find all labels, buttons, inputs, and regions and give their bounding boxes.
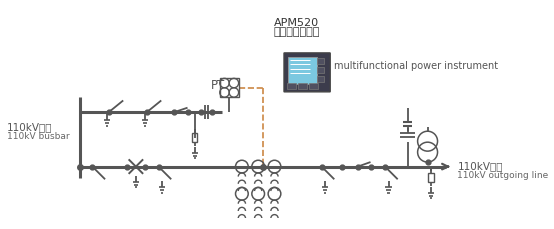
Bar — [428, 173, 434, 182]
FancyBboxPatch shape — [284, 53, 330, 92]
Text: 110kV busbar: 110kV busbar — [7, 132, 70, 141]
Bar — [317, 76, 324, 82]
Text: 110kV出线: 110kV出线 — [458, 161, 503, 171]
Bar — [288, 57, 317, 84]
Bar — [317, 67, 324, 73]
Bar — [317, 58, 324, 64]
Bar — [192, 133, 197, 142]
Bar — [287, 83, 296, 89]
Text: 110kV outgoing line: 110kV outgoing line — [458, 171, 548, 180]
Text: APM520: APM520 — [274, 18, 319, 28]
Text: PT: PT — [211, 79, 225, 93]
Bar — [298, 83, 307, 89]
Text: 多功能电力仪表: 多功能电力仪表 — [274, 27, 320, 37]
Bar — [220, 78, 239, 97]
Text: multifunctional power instrument: multifunctional power instrument — [334, 61, 499, 71]
Bar — [309, 83, 318, 89]
Text: 110kV母线: 110kV母线 — [7, 122, 53, 132]
